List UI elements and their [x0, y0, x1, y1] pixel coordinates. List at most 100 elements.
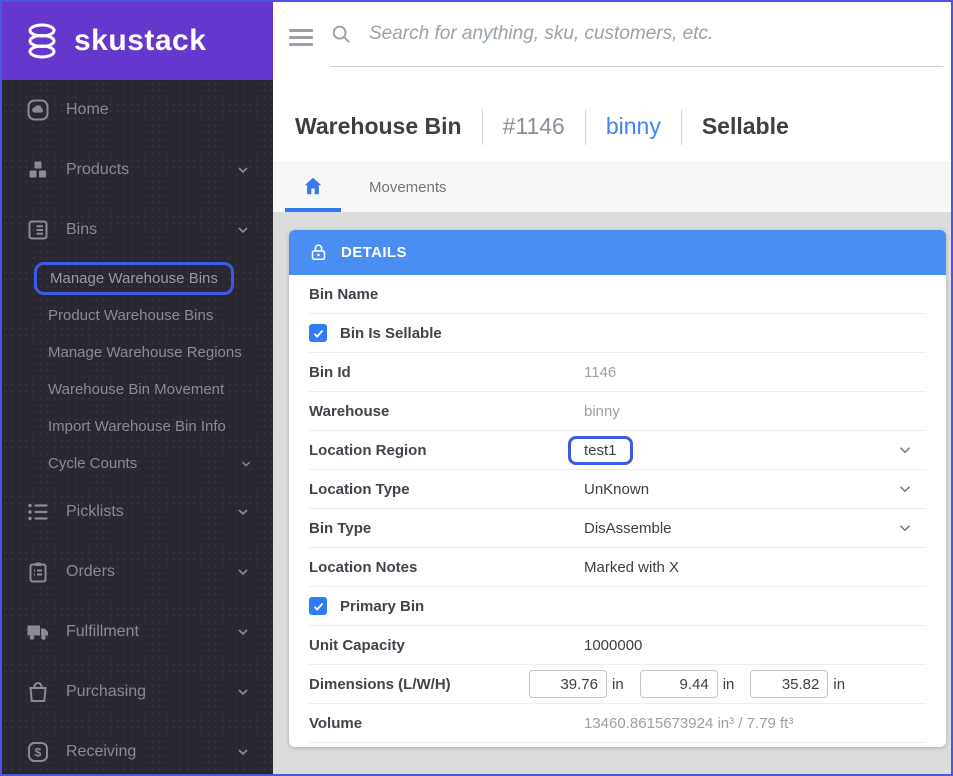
divider [481, 108, 483, 145]
tab-label: Movements [369, 179, 447, 196]
field-row-bin-is-sellable: Bin Is Sellable [309, 314, 926, 353]
sidebar-item-purchasing[interactable]: Purchasing [2, 662, 273, 722]
field-row-location-notes: Location Notes Marked with X [309, 548, 926, 587]
sidebar-item-label: Import Warehouse Bin Info [48, 418, 226, 435]
location-type-select[interactable]: UnKnown [584, 480, 650, 498]
sidebar-item-home[interactable]: Home [2, 80, 273, 140]
unit-label: in [722, 675, 735, 693]
field-row-bin-name: Bin Name [309, 275, 926, 314]
sidebar-item-label: Manage Warehouse Regions [48, 344, 242, 361]
chevron-down-icon [235, 684, 251, 700]
chevron-down-icon [235, 162, 251, 178]
details-card-header: DETAILS [289, 230, 946, 275]
sidebar-item-product-warehouse-bins[interactable]: Product Warehouse Bins [48, 297, 273, 334]
sidebar-item-receiving[interactable]: $ Receiving [2, 722, 273, 774]
bins-submenu: Manage Warehouse Bins Product Warehouse … [2, 260, 273, 482]
orders-icon [26, 560, 50, 584]
sidebar: skustack Home Products [2, 2, 273, 774]
sidebar-item-picklists[interactable]: Picklists [2, 482, 273, 542]
sidebar-item-label: Product Warehouse Bins [48, 307, 214, 324]
field-row-location-type: Location Type UnKnown [309, 470, 926, 509]
sidebar-item-import-warehouse-bin-info[interactable]: Import Warehouse Bin Info [48, 408, 273, 445]
chevron-down-icon [235, 222, 251, 238]
bin-id-value: 1146 [584, 363, 617, 381]
sidebar-item-label: Cycle Counts [48, 455, 138, 472]
skustack-stack-icon [22, 21, 62, 61]
fulfillment-icon [26, 620, 50, 644]
main-area: Warehouse Bin #1146 binny Sellable Movem… [273, 2, 951, 774]
sidebar-item-products[interactable]: Products [2, 140, 273, 200]
field-label: Bin Name [309, 285, 379, 303]
page-header: Warehouse Bin #1146 binny Sellable [273, 75, 951, 162]
sidebar-item-orders[interactable]: Orders [2, 542, 273, 602]
global-search [330, 2, 943, 67]
field-row-warehouse: Warehouse binny [309, 392, 926, 431]
dimension-length-input[interactable] [529, 670, 607, 698]
tab-movements[interactable]: Movements [341, 163, 475, 212]
sidebar-item-label: Warehouse Bin Movement [48, 381, 225, 398]
field-label: Bin Type [309, 519, 372, 537]
svg-text:$: $ [35, 746, 42, 760]
field-label: Location Notes [309, 558, 418, 576]
field-row-bin-type: Bin Type DisAssemble [309, 509, 926, 548]
volume-value: 13460.8615673924 in³ / 7.79 ft³ [584, 714, 794, 732]
sidebar-item-label: Picklists [66, 503, 124, 520]
field-label: Warehouse [309, 402, 390, 420]
divider [680, 108, 682, 145]
chevron-down-icon [235, 504, 251, 520]
field-label: Location Region [309, 441, 427, 459]
chevron-down-icon[interactable] [896, 480, 914, 498]
sidebar-item-manage-warehouse-bins[interactable]: Manage Warehouse Bins [34, 260, 273, 297]
chevron-down-icon [235, 624, 251, 640]
hamburger-menu-icon[interactable] [289, 29, 313, 46]
home-tab-icon [302, 175, 324, 197]
search-input[interactable] [367, 22, 943, 46]
checkbox-label: Bin Is Sellable [340, 324, 442, 342]
unit-capacity-value[interactable]: 1000000 [584, 636, 643, 654]
sidebar-item-label: Purchasing [66, 683, 147, 700]
unit-label: in [612, 675, 624, 693]
bin-number: #1146 [502, 113, 565, 139]
chevron-down-icon[interactable] [896, 441, 914, 459]
sidebar-item-label: Receiving [66, 743, 137, 760]
sidebar-item-bins[interactable]: Bins [2, 200, 273, 260]
location-region-select[interactable]: test1 [568, 435, 633, 465]
chevron-down-icon [235, 564, 251, 580]
warehouse-link[interactable]: binny [605, 113, 661, 139]
chevron-down-icon[interactable] [896, 519, 914, 537]
field-label: Volume [309, 714, 363, 732]
field-label: Location Type [309, 480, 410, 498]
chevron-down-icon [235, 744, 251, 760]
bin-type-select[interactable]: DisAssemble [584, 519, 672, 537]
warehouse-value: binny [584, 402, 620, 420]
checkbox-label: Primary Bin [340, 597, 425, 615]
bin-is-sellable-checkbox[interactable] [309, 324, 327, 342]
field-row-bin-id: Bin Id 1146 [309, 353, 926, 392]
primary-bin-checkbox[interactable] [309, 597, 327, 615]
lock-icon [309, 243, 328, 262]
sellable-status: Sellable [701, 113, 789, 139]
sidebar-item-warehouse-bin-movement[interactable]: Warehouse Bin Movement [48, 371, 273, 408]
search-icon [330, 23, 352, 45]
location-notes-value[interactable]: Marked with X [584, 558, 680, 576]
sidebar-item-label: Fulfillment [66, 623, 139, 640]
field-row-unit-capacity: Unit Capacity 1000000 [309, 626, 926, 665]
tab-details-home[interactable] [285, 163, 341, 212]
home-icon [26, 98, 50, 122]
topbar [273, 2, 951, 75]
sidebar-item-manage-warehouse-regions[interactable]: Manage Warehouse Regions [48, 334, 273, 371]
field-row-location-region: Location Region test1 [309, 431, 926, 470]
chevron-down-icon [239, 457, 253, 471]
sidebar-item-label: Bins [66, 221, 98, 238]
receiving-icon: $ [26, 740, 50, 764]
sidebar-item-fulfillment[interactable]: Fulfillment [2, 602, 273, 662]
sidebar-item-label: Home [66, 101, 109, 118]
dimension-height-input[interactable] [750, 670, 829, 698]
divider [584, 108, 586, 145]
brand-logo[interactable]: skustack [2, 2, 273, 80]
dimension-width-input[interactable] [639, 670, 718, 698]
sidebar-item-label: Orders [66, 563, 115, 580]
content-area: DETAILS Bin Name Bin Is Sellable Bin Id … [273, 212, 951, 774]
sidebar-item-cycle-counts[interactable]: Cycle Counts [48, 445, 273, 482]
brand-name: skustack [74, 24, 207, 57]
